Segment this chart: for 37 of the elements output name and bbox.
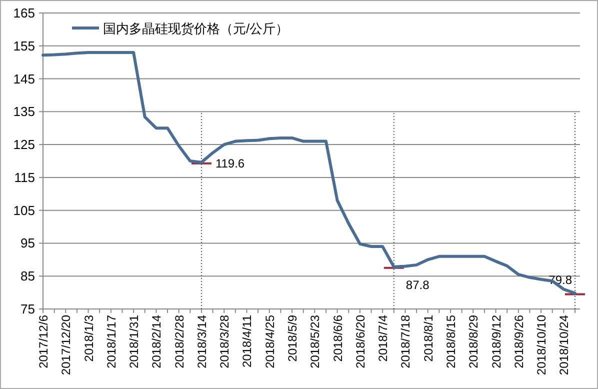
y-tick-label: 155	[13, 38, 35, 54]
x-tick-label: 2017/12/6	[36, 314, 50, 368]
x-tick-label: 2018/2/14	[150, 314, 164, 368]
x-tick-label: 2018/1/31	[127, 314, 142, 368]
x-tick-label: 2018/9/12	[489, 314, 504, 368]
y-tick-label: 95	[20, 236, 35, 251]
x-tick-label: 2018/10/24	[557, 314, 572, 376]
x-tick-label: 2018/6/6	[330, 314, 345, 362]
y-tick-label: 165	[13, 6, 35, 20]
x-tick-label: 2018/4/11	[240, 314, 254, 368]
x-tick-label: 2018/10/10	[534, 314, 549, 376]
y-tick-label: 135	[13, 104, 35, 120]
x-tick-label: 2018/4/25	[262, 314, 277, 368]
y-tick-label: 105	[13, 202, 35, 218]
x-tick-label: 2018/8/15	[444, 314, 458, 368]
x-tick-label: 2018/7/4	[376, 314, 390, 362]
x-tick-label: 2018/9/26	[512, 314, 526, 368]
x-tick-label: 2018/2/28	[172, 314, 186, 368]
x-tick-label: 2018/8/1	[421, 314, 436, 362]
x-tick-label: 2018/8/29	[466, 314, 481, 368]
x-tick-label: 2018/1/3	[82, 314, 96, 362]
y-tick-label: 85	[20, 268, 35, 284]
x-tick-label: 2018/1/17	[104, 314, 118, 368]
y-tick-label: 125	[13, 137, 35, 152]
y-tick-label: 115	[14, 170, 35, 185]
y-tick-label: 75	[20, 302, 35, 316]
x-tick-label: 2018/7/18	[398, 314, 413, 368]
x-tick-label: 2018/3/14	[194, 314, 209, 368]
legend-label: 国内多晶硅现货价格（元/公斤）	[103, 21, 289, 36]
annotation: 87.8	[406, 278, 430, 292]
annotation: 119.6	[215, 156, 245, 170]
x-tick-label: 2018/5/23	[308, 314, 322, 368]
y-tick-label: 145	[13, 71, 35, 86]
x-tick-label: 2017/12/20	[59, 314, 74, 376]
x-tick-label: 2018/5/9	[286, 314, 300, 362]
x-tick-label: 2018/6/20	[353, 314, 368, 368]
x-tick-label: 2018/3/28	[218, 314, 232, 368]
